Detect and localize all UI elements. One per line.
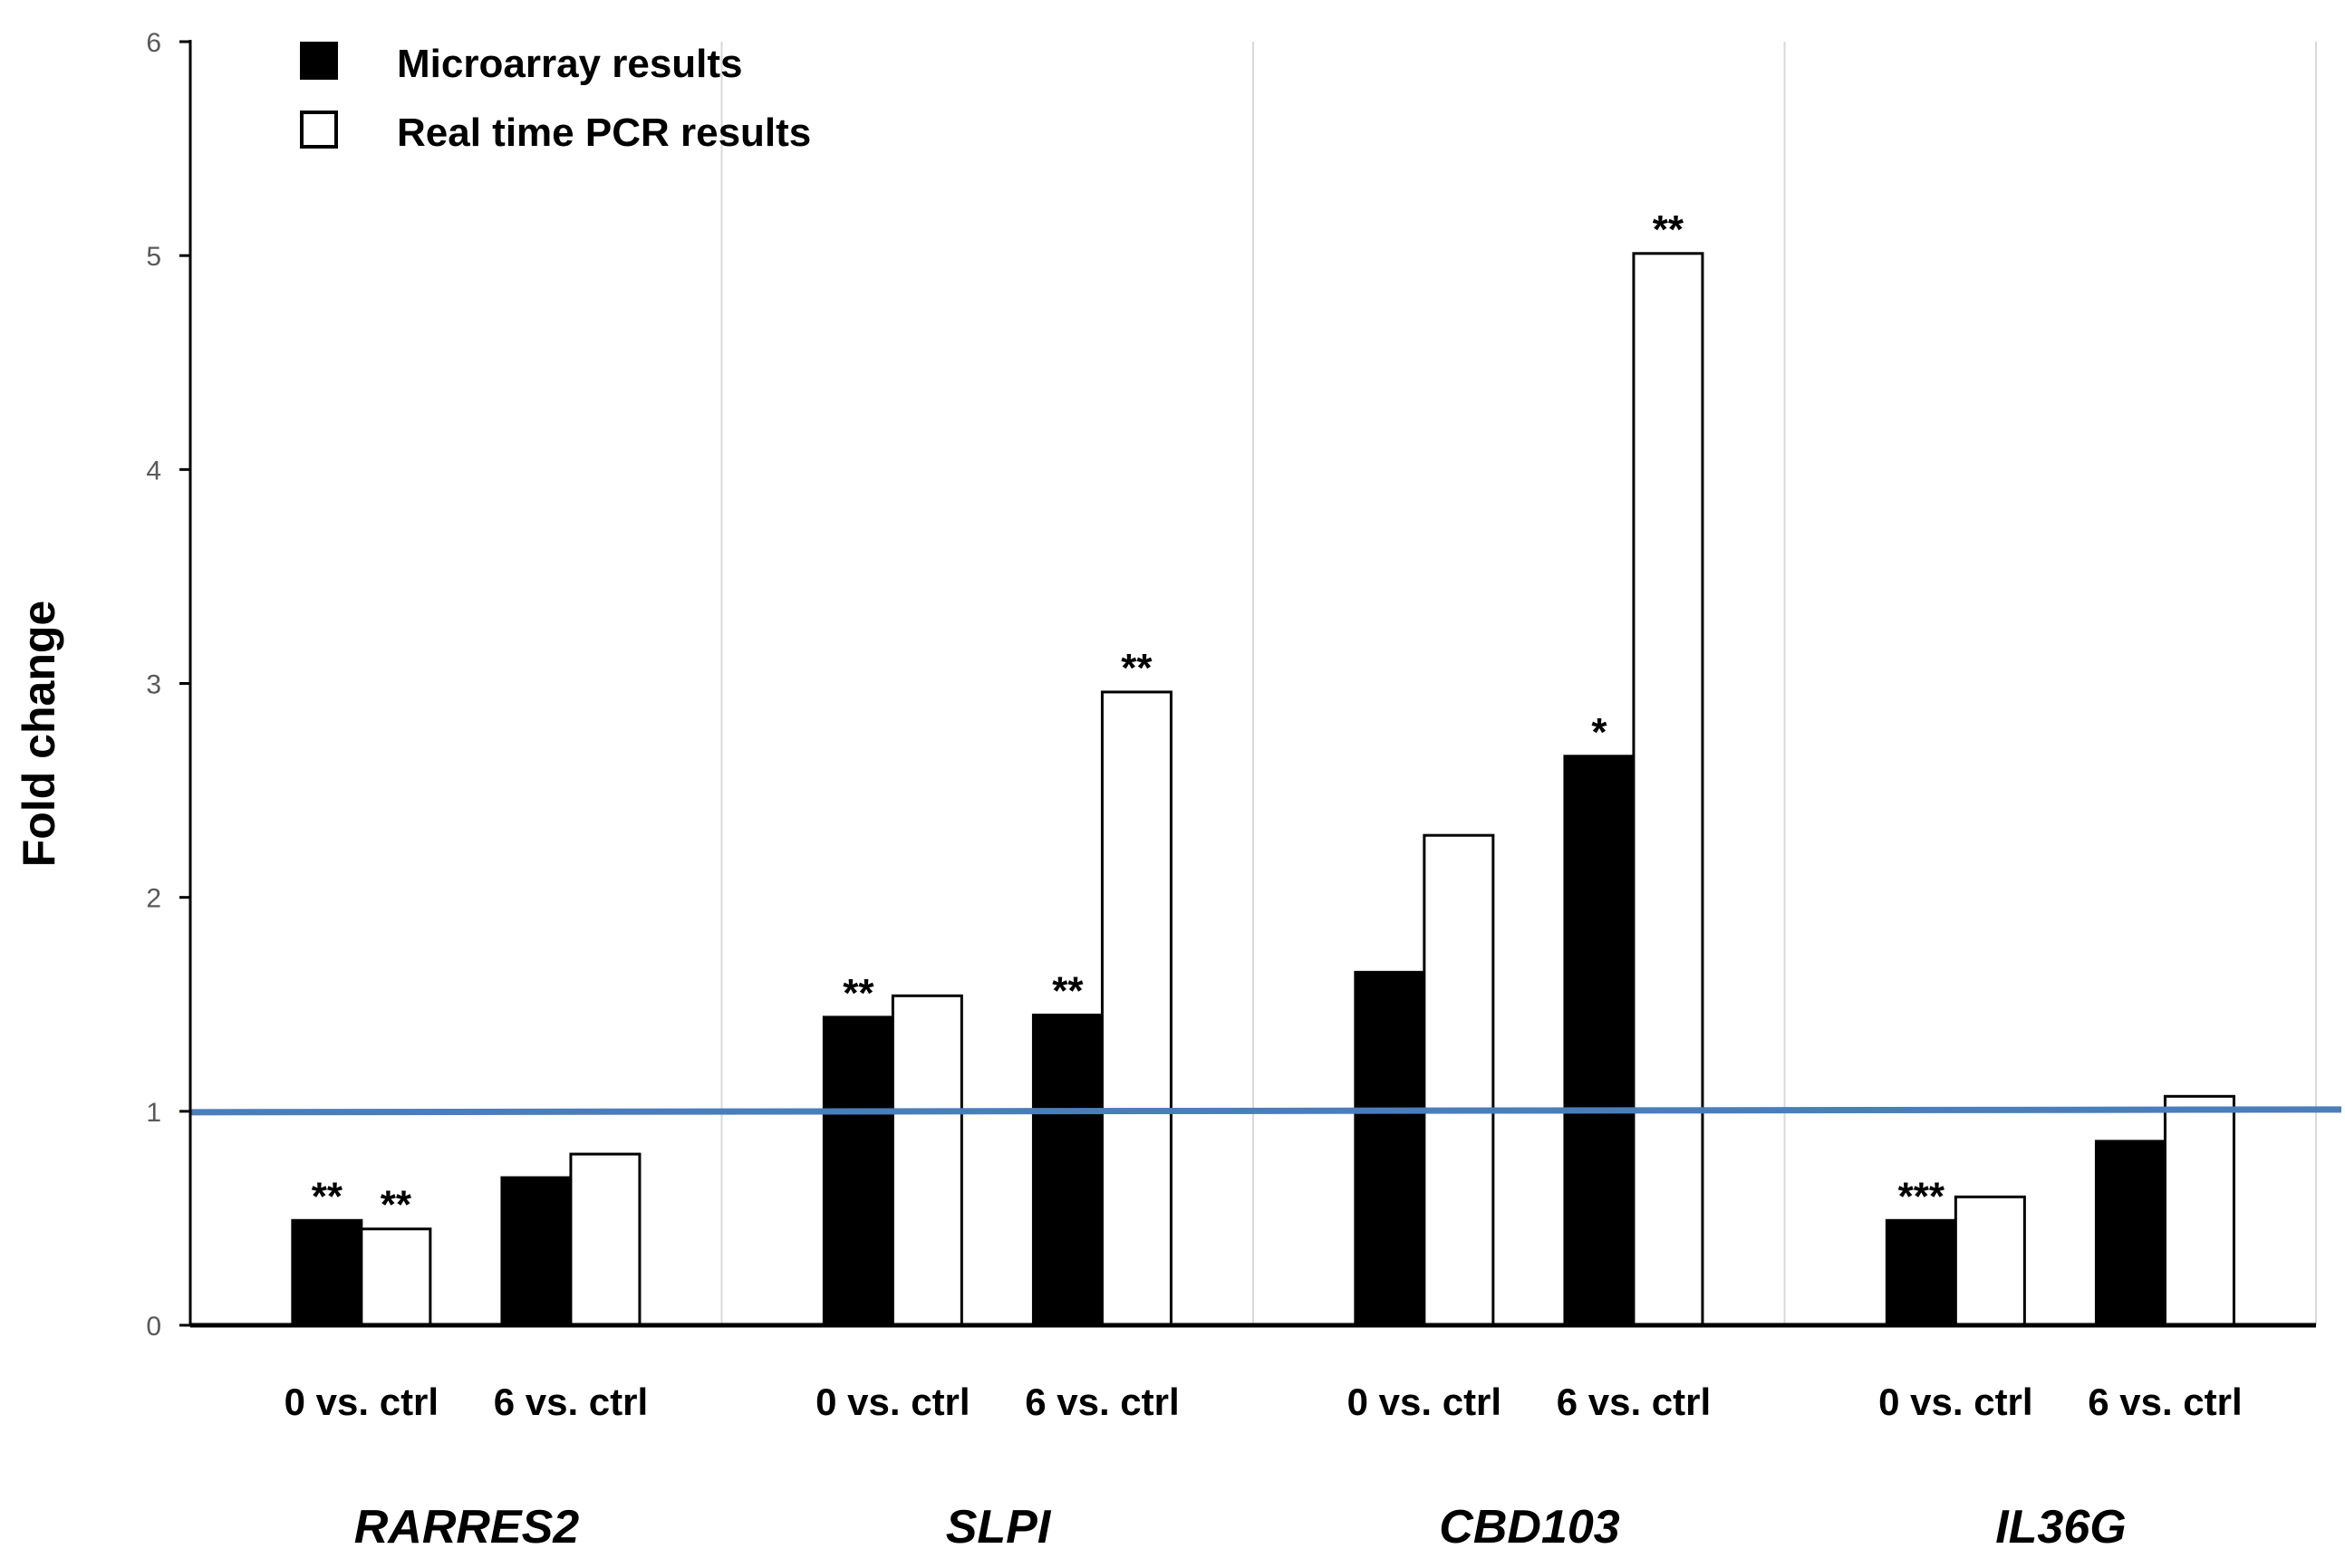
significance-label: ** [1121, 646, 1153, 690]
y-tick-label: 1 [146, 1098, 161, 1128]
reference-line [189, 1106, 2342, 1116]
significance-annotations: ** **** ********** [312, 207, 1945, 1227]
y-tick-label: 5 [146, 242, 161, 272]
bar-pcr [1632, 252, 1704, 1327]
significance-label: *** [1898, 1174, 1945, 1218]
y-tick-label: 2 [146, 884, 161, 914]
significance-label: ** [312, 1174, 343, 1218]
legend-label: Microarray results [397, 42, 743, 86]
bar-pcr [1100, 690, 1172, 1327]
bar-pcr [1423, 833, 1495, 1327]
bar-microarray [1031, 1014, 1104, 1327]
category-label: 6 vs. ctrl [494, 1380, 648, 1423]
reference-line-layer [189, 1106, 2342, 1116]
y-tick-label: 6 [146, 28, 161, 58]
bar-microarray [291, 1218, 363, 1327]
category-label: 0 vs. ctrl [815, 1380, 970, 1423]
bar-pcr [891, 994, 963, 1327]
bar-microarray [822, 1015, 894, 1327]
y-tick-labels: 0 1 2 3 4 5 6 [146, 28, 190, 1342]
bar-pcr [360, 1227, 432, 1327]
category-label: 0 vs. ctrl [285, 1380, 439, 1423]
y-tick-label: 3 [146, 670, 161, 700]
bars [291, 252, 2235, 1327]
category-label: 6 vs. ctrl [1557, 1380, 1711, 1423]
bar-microarray [2094, 1140, 2166, 1327]
y-tick-label: 4 [146, 456, 161, 486]
significance-label: * [1591, 710, 1607, 755]
bar-microarray [1354, 970, 1426, 1327]
gene-group-label: CBD103 [1439, 1501, 1619, 1554]
legend-swatch-pcr [300, 111, 338, 149]
category-label: 0 vs. ctrl [1347, 1380, 1501, 1423]
y-axis-label: Fold change [14, 601, 64, 867]
bar-microarray [1563, 755, 1636, 1327]
category-label: 0 vs. ctrl [1878, 1380, 2032, 1423]
significance-label: ** [1052, 969, 1084, 1014]
category-label: 6 vs. ctrl [1025, 1380, 1179, 1423]
x-category-labels: 0 vs. ctrl 6 vs. ctrl RARRES2 0 vs. ctrl 6 v… [285, 1380, 2243, 1554]
legend-swatch-microarray [300, 42, 338, 80]
bar-pcr [569, 1152, 642, 1327]
bar-pcr [2163, 1094, 2235, 1327]
legend-label: Real time PCR results [397, 111, 811, 155]
bar-microarray [500, 1176, 573, 1327]
significance-label: ** [843, 971, 874, 1015]
significance-label: ** [1653, 207, 1684, 252]
bar-pcr [1954, 1195, 2026, 1327]
gene-group-label: IL36G [1995, 1501, 2127, 1554]
significance-label: ** [381, 1183, 412, 1227]
y-tick-label: 0 [146, 1312, 161, 1342]
bar-microarray [1885, 1218, 1957, 1327]
legend: Microarray results Real time PCR results [300, 42, 811, 155]
gene-group-label: SLPI [946, 1501, 1052, 1554]
gene-group-label: RARRES2 [354, 1501, 580, 1554]
category-label: 6 vs. ctrl [2088, 1380, 2242, 1423]
